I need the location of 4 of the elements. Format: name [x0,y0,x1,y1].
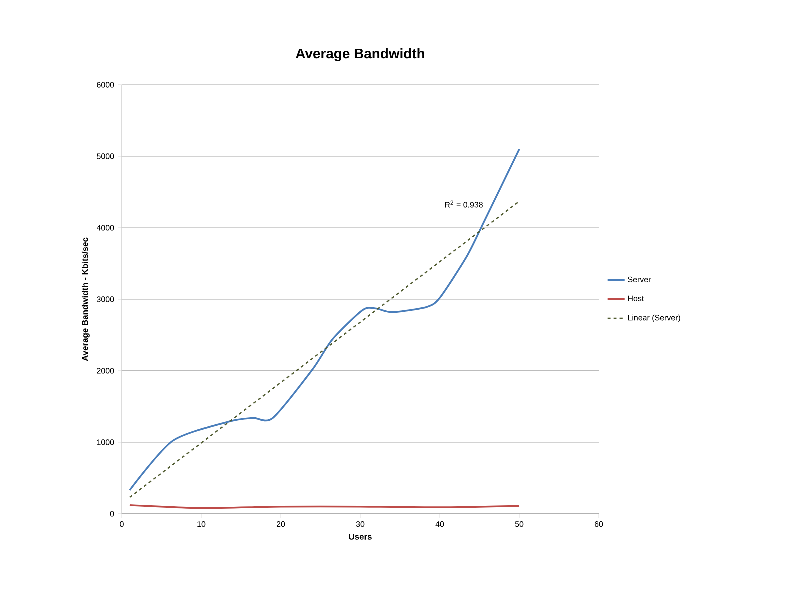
y-axis-title: Average Bandwidth - Kbits/sec [82,238,90,362]
line-series [129,148,520,492]
x-axis-title: Users [349,534,372,540]
chart-title: Average Bandwidth [296,48,424,62]
